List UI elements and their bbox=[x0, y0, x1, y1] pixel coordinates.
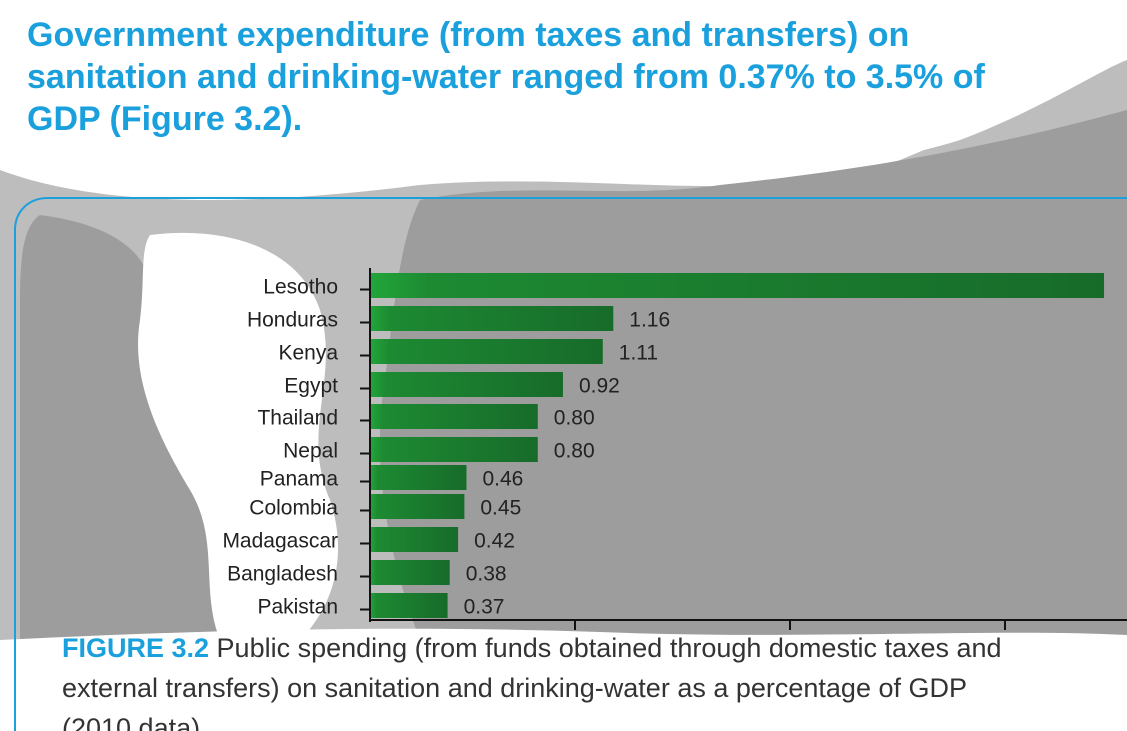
category-label: Pakistan bbox=[257, 596, 338, 619]
category-label: Lesotho bbox=[263, 276, 338, 299]
white-blob-bottom bbox=[0, 628, 1127, 731]
bar-kenya bbox=[370, 339, 603, 364]
value-label: 0.46 bbox=[482, 468, 523, 491]
gray-panel-right bbox=[379, 110, 1127, 650]
value-label: 0.80 bbox=[554, 440, 595, 463]
heading-line-1: Government expenditure (from taxes and t… bbox=[27, 16, 910, 54]
figure-caption: FIGURE 3.2 Public spending (from funds o… bbox=[62, 628, 1122, 731]
white-blob bbox=[138, 232, 339, 640]
caption-figure-label: FIGURE 3.2 bbox=[62, 633, 210, 663]
caption-line-1-text: Public spending (from funds obtained thr… bbox=[209, 633, 1002, 663]
heading-line-3: GDP (Figure 3.2). bbox=[27, 100, 303, 138]
value-label: 1.11 bbox=[619, 342, 658, 365]
bar-lesotho bbox=[370, 273, 1105, 298]
value-label: 0.37 bbox=[464, 596, 505, 619]
value-label: 1.16 bbox=[629, 309, 670, 332]
bar-pakistan bbox=[370, 593, 448, 618]
white-blob-top bbox=[0, 0, 1127, 175]
category-label: Bangladesh bbox=[227, 563, 338, 586]
labels-layer: Lesotho Honduras 1.16 Kenya 1.11 Egypt 0.92 Tha… bbox=[222, 268, 1127, 630]
value-label: 0.80 bbox=[554, 407, 595, 430]
caption-line-1: FIGURE 3.2 Public spending (from funds o… bbox=[62, 628, 1122, 668]
category-label: Nepal bbox=[283, 440, 338, 463]
bar-nepal bbox=[370, 437, 538, 462]
page-heading: Government expenditure (from taxes and t… bbox=[27, 14, 1117, 140]
category-label: Colombia bbox=[249, 497, 338, 520]
bar-colombia bbox=[370, 494, 465, 519]
category-label: Thailand bbox=[257, 407, 338, 430]
value-label: 0.42 bbox=[474, 530, 515, 553]
value-label: 0.38 bbox=[466, 563, 507, 586]
heading-line-2: sanitation and drinking-water ranged fro… bbox=[27, 58, 985, 96]
bar-bangladesh bbox=[370, 560, 450, 585]
category-label: Honduras bbox=[247, 309, 338, 332]
frame-corner bbox=[14, 197, 1127, 731]
bar-thailand bbox=[370, 404, 538, 429]
value-label: 0.45 bbox=[480, 497, 521, 520]
bar-panama bbox=[370, 465, 467, 490]
caption-line-3: (2010 data) bbox=[62, 713, 201, 731]
category-label: Panama bbox=[260, 468, 339, 491]
bar-egypt bbox=[370, 372, 563, 397]
category-label: Egypt bbox=[284, 375, 338, 398]
category-label: Madagascar bbox=[222, 530, 338, 553]
bar-honduras bbox=[370, 306, 614, 331]
bars-layer bbox=[370, 273, 1105, 618]
category-label: Kenya bbox=[278, 342, 338, 365]
bar-madagascar bbox=[370, 527, 459, 552]
value-label: 0.92 bbox=[579, 375, 620, 398]
caption-line-2: external transfers) on sanitation and dr… bbox=[62, 673, 967, 703]
